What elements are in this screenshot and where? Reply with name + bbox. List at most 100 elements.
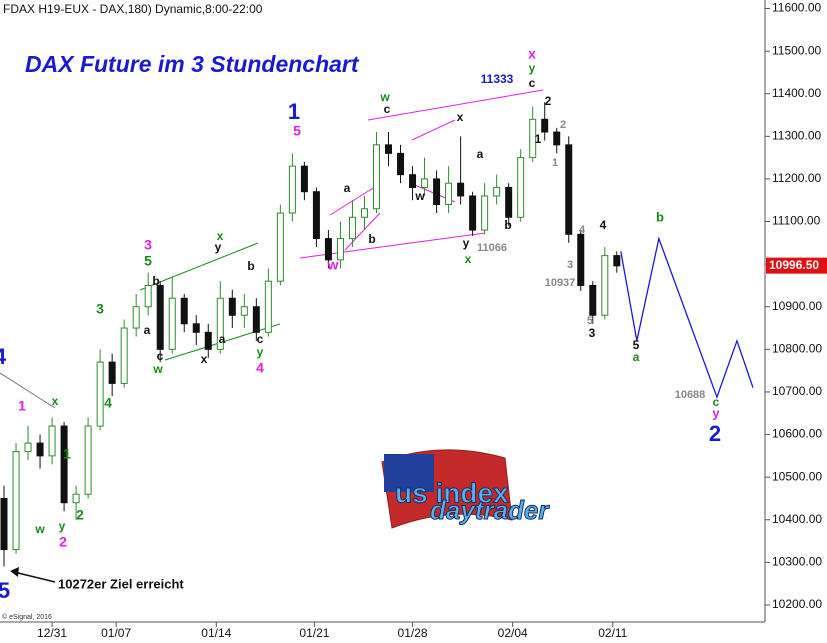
candle-body <box>445 182 453 205</box>
wave-label: c <box>157 349 164 363</box>
x-tick-label: 01/14 <box>201 626 231 640</box>
wave-label: 3 <box>567 259 573 271</box>
channel-line <box>367 89 544 121</box>
candle-body <box>156 284 164 350</box>
wave-label: c <box>257 332 264 346</box>
candle-body <box>60 425 68 504</box>
candle-body <box>204 331 212 350</box>
wave-label: 5 <box>293 123 301 139</box>
candle-body <box>517 157 525 218</box>
y-tick-label: 11400.00 <box>772 86 821 100</box>
header: FDAX H19-EUX - DAX,180) Dynamic,8:00-22:… <box>3 2 263 16</box>
wave-label: 1 <box>63 446 71 462</box>
candle-body <box>324 238 332 261</box>
arrow <box>13 571 56 583</box>
wave-label: 4 <box>256 360 264 376</box>
wave-label: 11066 <box>477 242 507 254</box>
wave-label: y <box>712 405 720 420</box>
y-tick-label: 11100.00 <box>772 214 821 228</box>
channel-line <box>329 184 379 216</box>
wave-label: a <box>477 147 484 161</box>
wave-label: 2 <box>545 94 552 108</box>
y-tick-label: 11600.00 <box>772 1 821 15</box>
price-label: 10996.50 <box>769 258 819 272</box>
candle-body <box>457 182 465 197</box>
wave-label: y <box>257 345 264 359</box>
wave-label: w <box>414 189 425 203</box>
logo-flag-canton <box>384 454 434 492</box>
wave-label: 10272er Ziel erreicht <box>58 576 184 591</box>
wave-label: a <box>633 350 640 364</box>
candle-body <box>336 238 344 261</box>
wave-label: w <box>379 90 390 104</box>
y-tick-label: 11300.00 <box>772 129 821 143</box>
candle-body <box>72 493 80 504</box>
y-tick-label: 11200.00 <box>772 171 821 185</box>
y-tick-label: 10200.00 <box>772 597 822 611</box>
wave-label: a <box>344 181 351 195</box>
candle-body <box>565 144 573 235</box>
candle-body <box>577 233 585 286</box>
wave-label: 4 <box>600 218 607 232</box>
wave-label: x <box>528 46 536 62</box>
candle-body <box>601 255 609 316</box>
wave-label: 1 <box>552 157 558 169</box>
wave-label: c <box>713 395 720 409</box>
wave-label: 11333 <box>481 72 514 86</box>
candle-body <box>385 144 393 154</box>
y-tick-label: 10400.00 <box>772 512 822 526</box>
y-tick-label: 10800.00 <box>772 342 822 356</box>
wave-label: y <box>463 236 470 250</box>
candle-body <box>433 178 441 205</box>
wave-label: y <box>59 519 66 533</box>
wave-label: a <box>219 332 226 346</box>
wave-label: 2 <box>76 507 84 523</box>
wave-label: 3 <box>144 237 152 253</box>
candle-body <box>216 297 224 350</box>
wave-label: 3 <box>589 326 596 340</box>
wave-label: 4 <box>0 344 7 369</box>
candle-body <box>312 191 320 240</box>
wave-label: w <box>34 522 45 536</box>
wave-label: b <box>152 274 159 288</box>
wave-label: 4 <box>579 224 586 236</box>
wave-label: 3 <box>96 301 104 317</box>
x-tick-label: 01/07 <box>101 626 131 640</box>
candle-body <box>589 284 597 316</box>
wave-label: 5 <box>0 578 10 603</box>
wave-label: y <box>215 240 222 254</box>
wave-label: x <box>465 252 472 266</box>
wave-label: 4 <box>104 395 112 411</box>
wave-label: w <box>152 362 163 376</box>
wave-label: w <box>327 257 339 273</box>
candle-body <box>180 297 188 325</box>
candle-body <box>409 174 417 188</box>
x-tick-label: 01/28 <box>398 626 428 640</box>
candle-body <box>96 361 104 427</box>
candle-body <box>24 442 32 453</box>
candle-body <box>613 255 621 267</box>
candle-body <box>360 208 368 218</box>
candle-body <box>372 144 380 210</box>
wave-label: x <box>457 110 464 124</box>
candle-body <box>120 327 128 384</box>
wave-label: c <box>529 76 536 90</box>
candle-body <box>84 425 92 495</box>
candle-body <box>228 297 236 316</box>
wave-label: 5 <box>587 315 593 327</box>
candle-body <box>348 216 356 240</box>
logo-text: daytrader <box>430 495 550 525</box>
candle-body <box>240 306 248 316</box>
wave-label: b <box>504 218 511 232</box>
wave-label: 2 <box>59 534 67 550</box>
wave-label: 5 <box>633 338 640 352</box>
candle-body <box>264 280 272 333</box>
wave-label: 10937 <box>545 277 576 289</box>
channel-line <box>344 212 381 251</box>
wave-label: a <box>144 323 151 337</box>
channel-line <box>139 242 259 291</box>
trend-line <box>0 372 56 409</box>
candle-body <box>144 284 152 308</box>
